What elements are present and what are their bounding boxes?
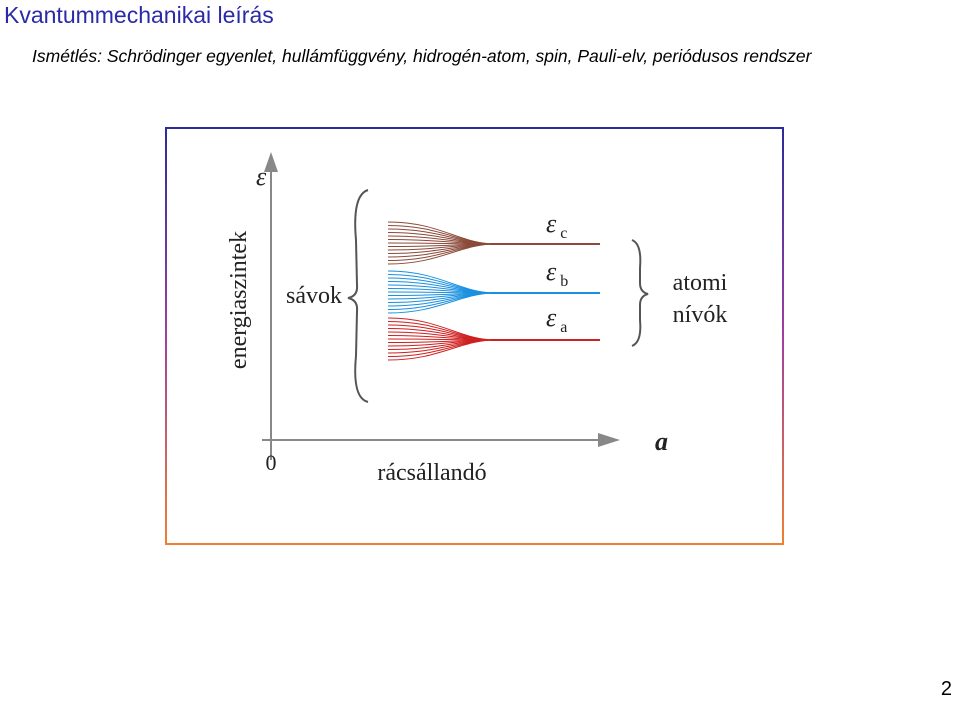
slide-subtitle: Ismétlés: Schrödinger egyenlet, hullámfü…	[32, 46, 812, 66]
levels-label-line: atomi	[673, 270, 728, 296]
y-label: energiaszintek	[226, 231, 252, 369]
x-symbol: a	[655, 427, 668, 456]
page-number: 2	[940, 678, 952, 700]
x-label: rácsállandó	[377, 460, 486, 486]
levels-label-line: nívók	[673, 302, 728, 328]
level-labels: ε cε bε a	[546, 209, 568, 336]
level-subscript: b	[560, 273, 568, 290]
y-arrow	[264, 152, 278, 172]
level-symbol: ε	[546, 209, 557, 238]
level-subscript: c	[560, 225, 567, 242]
x-arrow	[598, 433, 620, 447]
right-brace	[631, 239, 649, 347]
band-line	[387, 292, 496, 314]
y-symbol: ε	[256, 162, 267, 191]
level-subscript: a	[560, 319, 567, 336]
level-symbol: ε	[546, 257, 557, 286]
figure-frame	[165, 127, 784, 545]
origin-label: 0	[266, 450, 277, 475]
level-symbol: ε	[546, 303, 557, 332]
band-line	[387, 243, 496, 265]
slide-title: Kvantummechanikai leírás	[4, 2, 274, 28]
bands	[387, 221, 600, 361]
band-line	[387, 339, 496, 361]
left-brace	[347, 189, 369, 403]
bands-label: sávok	[286, 283, 342, 309]
